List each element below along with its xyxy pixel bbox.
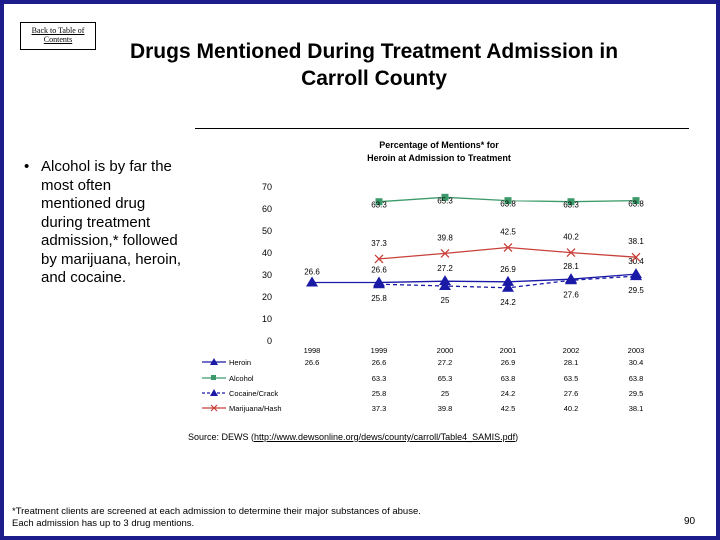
source-citation: Source: DEWS (http://www.dewsonline.org/… <box>188 432 518 442</box>
legend-label: Heroin <box>229 358 251 367</box>
page-number: 90 <box>684 516 696 527</box>
data-label: 29.5 <box>628 286 644 295</box>
data-point <box>632 197 640 205</box>
data-point <box>567 198 575 206</box>
data-label: 25.8 <box>371 294 387 303</box>
data-label: 63.3 <box>563 201 579 210</box>
footnote: *Treatment clients are screened at each … <box>12 506 421 529</box>
legend-marker <box>210 404 218 412</box>
data-point <box>502 275 514 286</box>
legend-label: Marijuana/Hash <box>229 404 282 413</box>
y-tick-label: 70 <box>262 182 272 192</box>
table-cell: 37.3 <box>372 404 387 413</box>
table-cell: 25.8 <box>372 389 387 398</box>
data-label: 63.8 <box>628 200 644 209</box>
table-cell: 26.6 <box>305 358 320 367</box>
legend-label: Cocaine/Crack <box>229 389 278 398</box>
data-point <box>565 274 577 285</box>
data-label: 38.1 <box>628 237 644 246</box>
data-label: 26.9 <box>500 265 516 274</box>
chart-title-line2: Heroin at Admission to Treatment <box>367 153 511 163</box>
back-to-contents-link[interactable]: Back to Table of Contents <box>20 22 96 50</box>
x-tick-label: 1998 <box>304 346 321 355</box>
bullet-text: Alcohol is by far the most often mention… <box>41 158 182 286</box>
data-label: 27.2 <box>437 264 453 273</box>
title-divider <box>195 128 689 129</box>
data-point <box>440 248 450 258</box>
data-point <box>504 197 512 205</box>
y-tick-label: 50 <box>262 226 272 236</box>
slide: Back to Table of Contents Drugs Mentione… <box>4 4 716 536</box>
y-tick-label: 30 <box>262 270 272 280</box>
chart-title-line1: Percentage of Mentions* for <box>379 140 499 150</box>
table-cell: 25 <box>441 389 449 398</box>
data-label: 42.5 <box>500 228 516 237</box>
bullet-point: • Alcohol is by far the most often menti… <box>24 158 184 288</box>
y-tick-label: 40 <box>262 248 272 258</box>
data-label: 63.3 <box>371 201 387 210</box>
table-cell: 65.3 <box>438 374 453 383</box>
table-cell: 38.1 <box>629 404 644 413</box>
x-tick-label: 1999 <box>371 346 388 355</box>
table-cell: 63.5 <box>564 374 579 383</box>
data-point <box>439 280 451 290</box>
data-label: 26.6 <box>371 265 387 274</box>
table-cell: 63.8 <box>501 374 516 383</box>
y-tick-label: 20 <box>262 292 272 302</box>
legend-label: Alcohol <box>229 374 254 383</box>
data-label: 40.2 <box>563 233 579 242</box>
data-point <box>631 252 641 262</box>
legend-marker <box>210 358 218 365</box>
table-cell: 42.5 <box>501 404 516 413</box>
table-cell: 27.6 <box>564 389 579 398</box>
table-cell: 26.6 <box>372 358 387 367</box>
y-tick-label: 10 <box>262 314 272 324</box>
source-suffix: ) <box>515 432 519 442</box>
data-label: 39.8 <box>437 233 453 242</box>
data-label: 24.2 <box>500 298 516 307</box>
series-line-heroin <box>312 273 637 284</box>
legend-marker <box>210 389 218 396</box>
data-label: 27.6 <box>563 290 579 299</box>
data-label: 65.3 <box>437 196 453 205</box>
data-point <box>373 278 385 289</box>
data-point <box>502 281 514 292</box>
x-tick-label: 2003 <box>628 346 645 355</box>
source-prefix: Source: DEWS ( <box>188 432 255 442</box>
data-point <box>566 248 576 258</box>
data-label: 26.6 <box>304 267 320 276</box>
x-tick-label: 2001 <box>500 346 517 355</box>
series-line-marijuana-hash <box>378 246 637 260</box>
data-label: 25 <box>441 296 450 305</box>
table-cell: 40.2 <box>564 404 579 413</box>
table-cell: 24.2 <box>501 389 516 398</box>
bullet-icon: • <box>24 158 30 175</box>
x-tick-label: 2002 <box>563 346 580 355</box>
data-point <box>630 270 642 281</box>
data-label: 37.3 <box>371 239 387 248</box>
line-chart: Percentage of Mentions* for Heroin at Adm… <box>202 140 645 413</box>
table-cell: 39.8 <box>438 404 453 413</box>
table-cell: 30.4 <box>629 358 644 367</box>
data-point <box>375 198 383 206</box>
x-tick-label: 2000 <box>437 346 454 355</box>
table-cell: 63.3 <box>372 374 387 383</box>
table-cell: 26.9 <box>501 358 516 367</box>
data-point <box>374 254 384 264</box>
data-point <box>306 276 318 287</box>
legend-marker <box>211 375 216 380</box>
table-cell: 27.2 <box>438 358 453 367</box>
y-tick-label: 0 <box>267 336 272 346</box>
data-label: 63.8 <box>500 200 516 209</box>
source-link[interactable]: http://www.dewsonline.org/dews/county/ca… <box>254 432 516 442</box>
slide-title: Drugs Mentioned During Treatment Admissi… <box>129 40 619 90</box>
data-label: 28.1 <box>563 262 579 271</box>
table-cell: 28.1 <box>564 358 579 367</box>
data-point <box>503 243 513 252</box>
table-cell: 29.5 <box>629 389 644 398</box>
y-tick-label: 60 <box>262 204 272 214</box>
table-cell: 63.8 <box>629 374 644 383</box>
data-label: 30.4 <box>628 257 644 266</box>
data-point <box>441 193 449 201</box>
